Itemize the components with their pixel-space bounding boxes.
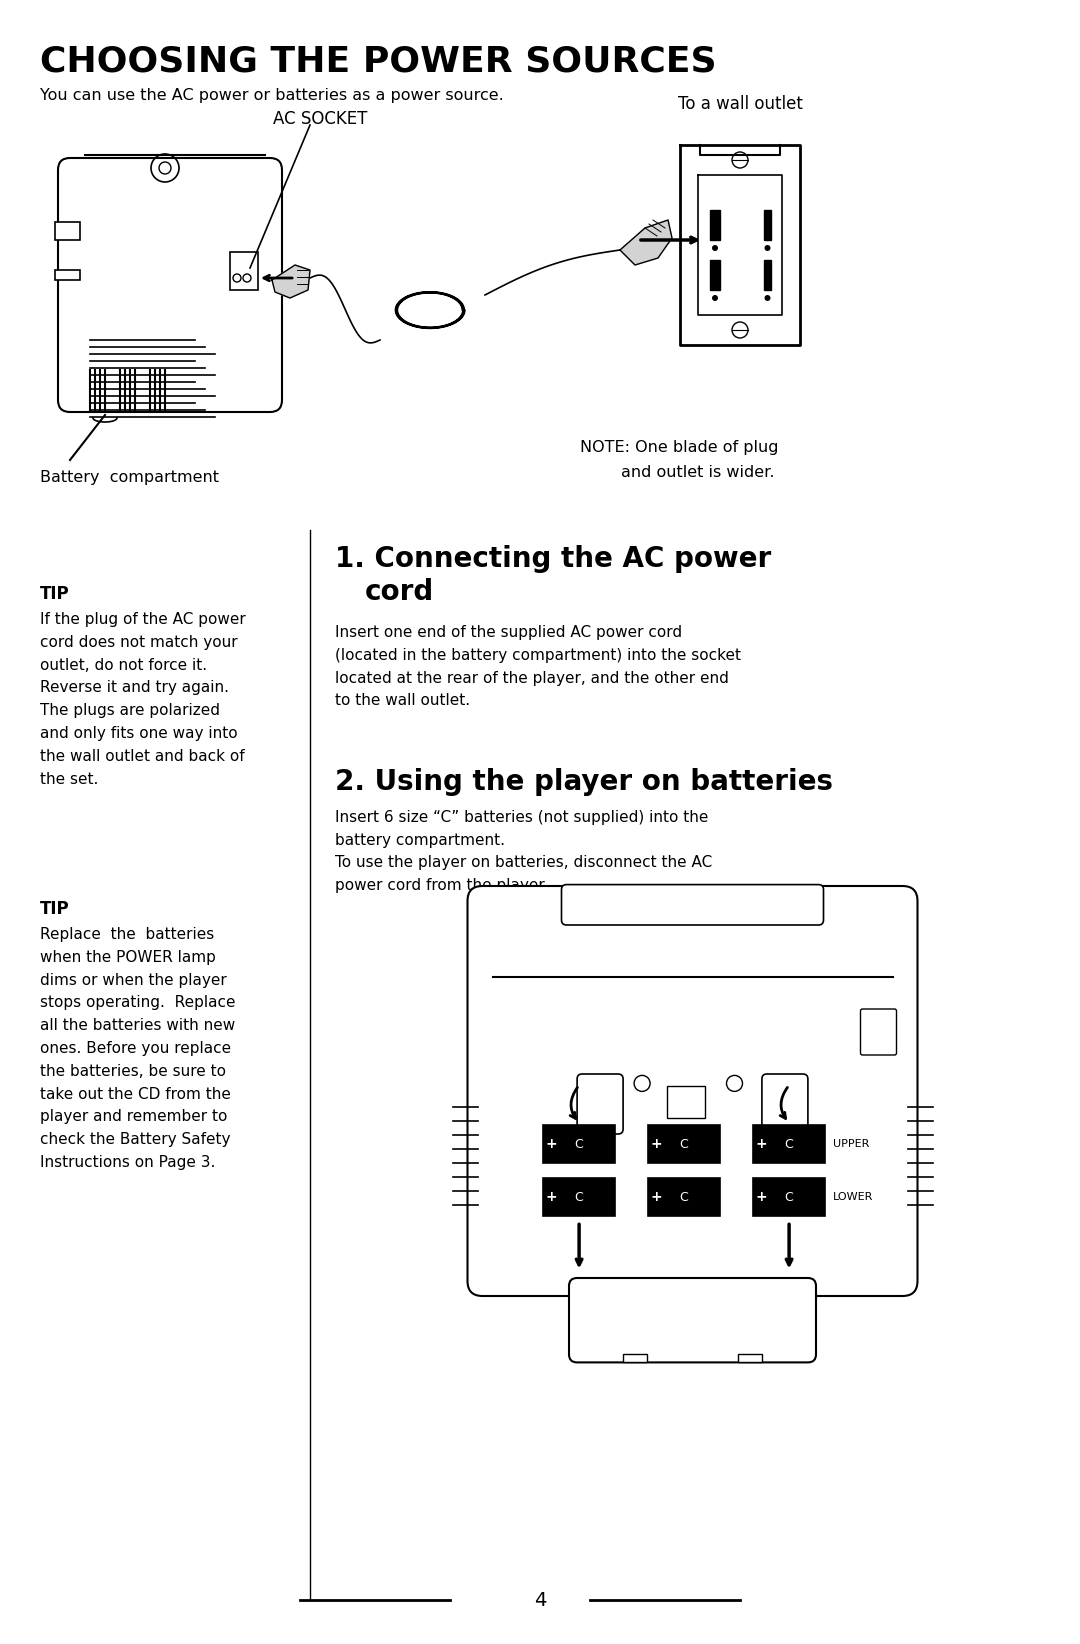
Text: LOWER: LOWER [833,1192,874,1202]
Bar [55,222,80,240]
Text: 1. Connecting the AC power: 1. Connecting the AC power [335,546,771,574]
Text: C: C [785,1138,794,1151]
Text: TIP: TIP [40,899,69,917]
FancyBboxPatch shape [562,884,824,926]
Text: and outlet is wider.: and outlet is wider. [580,465,774,480]
Text: Insert 6 size “C” batteries (not supplied) into the
battery compartment.: Insert 6 size “C” batteries (not supplie… [335,810,708,848]
Bar [230,252,258,289]
Text: CHOOSING THE POWER SOURCES: CHOOSING THE POWER SOURCES [40,44,717,79]
FancyBboxPatch shape [569,1277,816,1363]
Bar [648,1179,720,1217]
FancyBboxPatch shape [468,886,918,1295]
Circle shape [765,245,770,252]
Text: If the plug of the AC power
cord does not match your
outlet, do not force it.
Re: If the plug of the AC power cord does no… [40,612,246,786]
Circle shape [712,245,718,252]
Text: TIP: TIP [40,585,69,603]
FancyBboxPatch shape [861,1009,896,1055]
Text: +: + [755,1138,767,1151]
Text: UPPER: UPPER [833,1139,869,1149]
Text: +: + [650,1138,662,1151]
Text: To use the player on batteries, disconnect the AC
power cord from the player.: To use the player on batteries, disconne… [335,855,712,893]
Text: Replace  the  batteries
when the POWER lamp
dims or when the player
stops operat: Replace the batteries when the POWER lam… [40,927,235,1171]
Bar [667,1085,705,1118]
Bar [543,1179,616,1217]
Text: Insert one end of the supplied AC power cord
(located in the battery compartment: Insert one end of the supplied AC power … [335,625,741,709]
Text: Battery  compartment: Battery compartment [40,470,219,485]
Bar [764,260,771,289]
Bar [55,270,80,279]
Text: C: C [575,1138,583,1151]
Bar [753,1124,825,1164]
Bar [764,210,771,240]
Bar [710,210,720,240]
Text: +: + [650,1190,662,1205]
Text: C: C [785,1190,794,1203]
Text: cord: cord [365,579,434,607]
Polygon shape [272,265,310,298]
Bar [648,1124,720,1164]
Text: To a wall outlet: To a wall outlet [677,95,802,113]
Text: 2. Using the player on batteries: 2. Using the player on batteries [335,768,833,796]
Text: 4: 4 [534,1590,546,1609]
FancyBboxPatch shape [58,158,282,413]
Text: +: + [545,1138,557,1151]
Bar [739,1355,762,1363]
Text: +: + [755,1190,767,1205]
Bar [623,1355,647,1363]
Text: You can use the AC power or batteries as a power source.: You can use the AC power or batteries as… [40,89,503,104]
Bar [710,260,720,289]
Circle shape [712,294,718,301]
Text: C: C [679,1190,688,1203]
Text: NOTE: One blade of plug: NOTE: One blade of plug [580,441,779,455]
Text: C: C [575,1190,583,1203]
FancyBboxPatch shape [577,1074,623,1134]
FancyBboxPatch shape [761,1074,808,1134]
Text: C: C [679,1138,688,1151]
Bar [753,1179,825,1217]
Bar [543,1124,616,1164]
Text: +: + [545,1190,557,1205]
Circle shape [765,294,770,301]
Text: AC SOCKET: AC SOCKET [273,110,367,128]
Polygon shape [620,220,672,265]
